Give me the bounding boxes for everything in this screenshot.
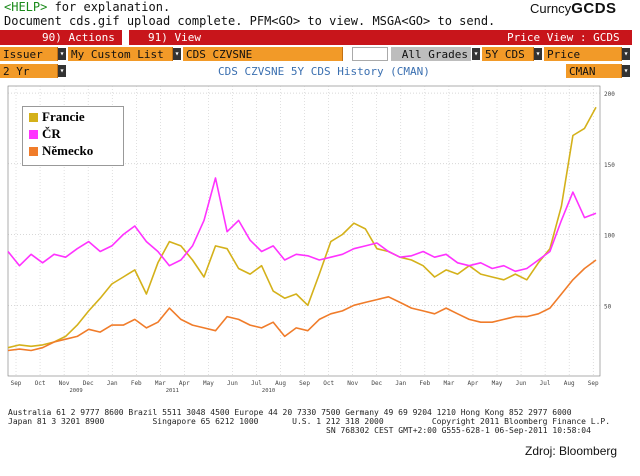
year-label: 2010 xyxy=(262,388,275,392)
x-tick-label: Sep xyxy=(11,380,22,387)
ticker-field[interactable]: CDS CZVSNE xyxy=(183,47,343,61)
y-tick-label: 50 xyxy=(604,303,612,310)
grades-dropdown-icon[interactable]: ▾ xyxy=(472,48,480,60)
asset-class-label: Curncy xyxy=(530,1,572,16)
legend-swatch-nemecko xyxy=(29,147,38,156)
grades-label: All Grades xyxy=(401,48,468,61)
x-tick-label: Sep xyxy=(299,380,310,387)
list-field[interactable]: My Custom List xyxy=(68,47,173,61)
view-menu[interactable]: 91) View xyxy=(148,31,201,44)
source-caption: Zdroj: Bloomberg xyxy=(525,444,618,458)
x-tick-label: Feb xyxy=(419,380,430,387)
x-tick-label: Feb xyxy=(131,380,142,387)
issuer-dropdown-icon[interactable]: ▾ xyxy=(58,48,66,60)
legend-item-cr: ČR xyxy=(29,126,61,142)
issuer-field[interactable]: Issuer xyxy=(0,47,58,61)
x-tick-label: Jul xyxy=(251,380,262,387)
filter-toolbar: Issuer ▾ My Custom List ▾ CDS CZVSNE All… xyxy=(0,47,632,62)
help-key[interactable]: <HELP> xyxy=(4,0,48,14)
ticker-label: CDS CZVSNE xyxy=(186,48,253,61)
plot-border xyxy=(7,85,601,377)
field-label: Price xyxy=(547,48,581,61)
series-line-německo xyxy=(7,259,597,352)
x-tick-label: Nov xyxy=(59,380,70,387)
y-tick-label: 150 xyxy=(604,162,615,169)
x-tick-label: Apr xyxy=(179,380,190,387)
field-selector[interactable]: Price xyxy=(544,47,622,61)
x-tick-label: May xyxy=(203,380,214,387)
footer-line-2: Japan 81 3 3201 8900 Singapore 65 6212 1… xyxy=(8,417,611,426)
x-tick-label: Nov xyxy=(347,380,358,387)
x-tick-label: Mar xyxy=(443,380,454,387)
tenor-label: 5Y CDS xyxy=(485,48,525,61)
tenor-dropdown-icon[interactable]: ▾ xyxy=(534,48,542,60)
x-tick-label: Oct xyxy=(323,380,334,387)
x-tick-label: Mar xyxy=(155,380,166,387)
menu-bar: 90) Actions 91) View Price View : GCDS 2… xyxy=(0,30,632,59)
series-line-čr xyxy=(7,177,597,273)
chart-series xyxy=(7,106,597,352)
x-tick-label: Jul xyxy=(540,380,551,387)
legend-label-cr: ČR xyxy=(42,126,61,141)
legend-swatch-cr xyxy=(29,130,38,139)
tenor-field[interactable]: 5Y CDS xyxy=(482,47,534,61)
x-tick-label: Jun xyxy=(227,380,238,387)
year-label: 2009 xyxy=(70,388,83,392)
y-tick-label: 100 xyxy=(604,233,615,240)
source-field[interactable]: CMAN xyxy=(566,64,622,78)
legend-item-nemecko: Německo xyxy=(29,143,93,159)
chart-title: CDS CZVSNE 5Y CDS History (CMAN) xyxy=(218,65,430,78)
blank-input[interactable] xyxy=(352,47,388,61)
footer-line-1: Australia 61 2 9777 8600 Brazil 5511 304… xyxy=(8,408,572,417)
x-tick-label: Jan xyxy=(107,380,118,387)
year-label: 2011 xyxy=(166,388,179,392)
x-tick-label: Aug xyxy=(275,380,286,387)
actions-menu[interactable]: 90) Actions xyxy=(42,31,115,44)
legend-swatch-francie xyxy=(29,113,38,122)
cds-history-chart: 50 100 150 200 Sep Oct Nov Dec Jan Feb Mar Apr May J… xyxy=(0,80,632,392)
footer-line-3: SN 768302 CEST GMT+2:00 G555-628-1 06-Se… xyxy=(326,426,591,435)
source-dropdown-icon[interactable]: ▾ xyxy=(622,65,630,77)
x-tick-label: Oct xyxy=(35,380,46,387)
function-code: GCDS xyxy=(571,0,617,17)
x-tick-label: Aug xyxy=(564,380,575,387)
y-axis-labels: 50 100 150 200 xyxy=(604,91,615,310)
grades-field[interactable]: All Grades xyxy=(391,47,471,61)
x-tick-label: Sep xyxy=(588,380,599,387)
x-axis-labels: Sep Oct Nov Dec Jan Feb Mar Apr May Jun Jul Aug Sep O… xyxy=(11,380,599,392)
help-text: for explanation. xyxy=(47,0,171,14)
chart-legend: Francie ČR Německo xyxy=(22,106,124,166)
series-line-francie xyxy=(7,106,597,349)
chart-grid xyxy=(7,85,601,377)
list-dropdown-icon[interactable]: ▾ xyxy=(173,48,181,60)
x-tick-label: May xyxy=(492,380,503,387)
security-label: CurncyGCDS xyxy=(530,0,617,17)
chart-header: 2 Yr ▾ CDS CZVSNE 5Y CDS History (CMAN) … xyxy=(0,64,632,79)
legend-label-nemecko: Německo xyxy=(42,143,94,158)
x-tick-label: Dec xyxy=(83,380,94,387)
list-label: My Custom List xyxy=(71,48,164,61)
period-field[interactable]: 2 Yr xyxy=(0,64,58,78)
period-dropdown-icon[interactable]: ▾ xyxy=(58,65,66,77)
period-label: 2 Yr xyxy=(3,65,30,78)
field-dropdown-icon[interactable]: ▾ xyxy=(622,48,630,60)
x-tick-label: Jan xyxy=(395,380,406,387)
y-tick-label: 200 xyxy=(604,91,615,98)
x-tick-label: Apr xyxy=(468,380,479,387)
source-label: CMAN xyxy=(569,65,596,78)
issuer-label: Issuer xyxy=(3,48,43,61)
x-tick-label: Jun xyxy=(516,380,527,387)
status-line: Document cds.gif upload complete. PFM<GO… xyxy=(4,14,496,28)
x-tick-label: Dec xyxy=(371,380,382,387)
legend-label-francie: Francie xyxy=(42,109,85,124)
help-line: <HELP> for explanation. xyxy=(4,0,170,14)
menu-separator xyxy=(122,30,129,45)
legend-item-francie: Francie xyxy=(29,109,85,125)
